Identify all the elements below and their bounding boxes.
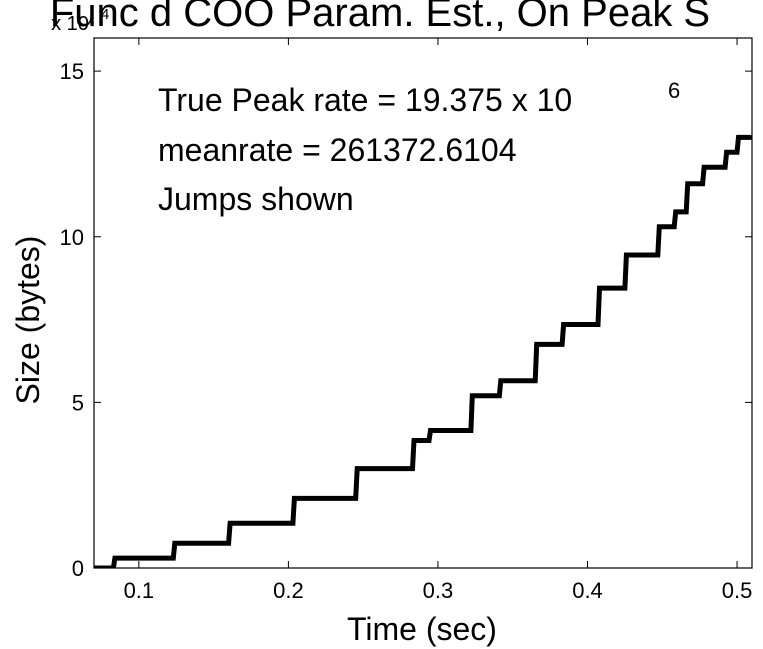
x-axis: 0.1 0.2 0.3 0.4 0.5 [124, 38, 753, 603]
y-tick-label: 15 [60, 59, 84, 84]
chart-title: Func d COO Param. Est., On Peak S [50, 0, 710, 35]
x-tick-label: 0.3 [423, 578, 454, 603]
plot-area: 0.1 0.2 0.3 0.4 0.5 0 5 10 15 [60, 37, 753, 603]
x-axis-label: Time (sec) [347, 611, 497, 647]
y-tick-label: 10 [60, 225, 84, 250]
x-tick-label: 0.4 [572, 578, 603, 603]
annotation-meanrate: meanrate = 261372.6104 [158, 132, 517, 168]
y-exponent-base: x 10 [51, 13, 89, 35]
x-tick-label: 0.2 [273, 578, 304, 603]
annotation-jumps: Jumps shown [158, 181, 354, 217]
series-layer [94, 134, 752, 568]
y-axis: 0 5 10 15 [60, 59, 752, 581]
y-axis-label: Size (bytes) [10, 236, 46, 405]
plot-frame [93, 37, 753, 569]
y-tick-label: 0 [72, 556, 84, 581]
x-tick-label: 0.5 [722, 578, 753, 603]
series-line [94, 134, 752, 568]
annotation-peak-rate-exponent: 6 [668, 78, 680, 103]
annotation-peak-rate: True Peak rate = 19.375 x 10 [158, 82, 572, 118]
y-exponent-power: 4 [101, 6, 109, 23]
y-tick-label: 5 [72, 390, 84, 415]
annotation-block: True Peak rate = 19.375 x 10 6 meanrate … [158, 78, 680, 217]
x-tick-label: 0.1 [124, 578, 155, 603]
